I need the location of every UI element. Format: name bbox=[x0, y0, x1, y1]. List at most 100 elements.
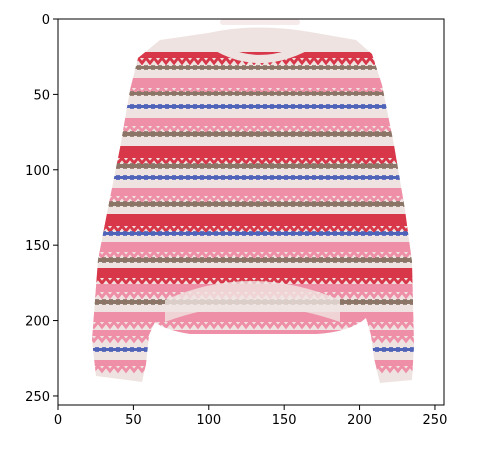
knit-dot bbox=[186, 91, 190, 96]
knit-dot bbox=[368, 91, 372, 96]
knit-dot bbox=[207, 231, 211, 236]
knit-dot bbox=[228, 104, 232, 109]
knit-dot bbox=[389, 163, 393, 169]
knit-dot bbox=[249, 163, 253, 169]
knit-dot bbox=[319, 231, 323, 236]
knit-dot bbox=[347, 65, 351, 70]
knit-dot bbox=[249, 201, 253, 207]
knit-dot bbox=[207, 104, 211, 109]
knit-dot bbox=[312, 163, 316, 169]
knit-dot bbox=[214, 131, 218, 137]
knit-dot bbox=[179, 201, 183, 207]
knit-dot bbox=[186, 201, 190, 207]
knit-dot bbox=[403, 347, 407, 352]
knit-stripe bbox=[92, 330, 414, 336]
knit-dot bbox=[333, 175, 337, 180]
knit-dot bbox=[109, 299, 113, 305]
knit-dot bbox=[403, 231, 407, 236]
knit-dot bbox=[158, 65, 162, 70]
knit-dot bbox=[242, 163, 246, 169]
knit-dot bbox=[333, 201, 337, 207]
knit-dot bbox=[137, 299, 141, 305]
knit-dot bbox=[284, 257, 288, 263]
x-axis: 0 50 100 150 200 250 bbox=[54, 405, 448, 428]
knit-dot bbox=[389, 257, 393, 263]
knit-zigzag bbox=[92, 319, 414, 330]
knit-dot bbox=[116, 231, 120, 236]
knit-dot bbox=[263, 131, 267, 137]
knit-dot bbox=[298, 91, 302, 96]
knit-dot bbox=[270, 131, 274, 137]
knit-dot bbox=[179, 163, 183, 169]
knit-dot bbox=[347, 163, 351, 169]
knit-dot bbox=[179, 231, 183, 236]
knit-dot bbox=[319, 131, 323, 137]
knit-dot bbox=[333, 104, 337, 109]
knit-dot bbox=[137, 91, 141, 96]
knit-dot bbox=[354, 65, 358, 70]
knit-dot bbox=[305, 104, 309, 109]
knit-dot bbox=[396, 347, 400, 352]
knit-dot bbox=[382, 231, 386, 236]
knit-dot bbox=[368, 201, 372, 207]
x-tick-label: 250 bbox=[423, 413, 448, 428]
knit-dot bbox=[200, 163, 204, 169]
knit-dot bbox=[144, 175, 148, 180]
knit-dot bbox=[375, 104, 379, 109]
knit-dot bbox=[193, 131, 197, 137]
knit-dot bbox=[298, 231, 302, 236]
knit-dot bbox=[291, 104, 295, 109]
knit-dot bbox=[172, 231, 176, 236]
knit-dot bbox=[207, 65, 211, 70]
knit-dot bbox=[235, 104, 239, 109]
knit-dot bbox=[172, 131, 176, 137]
knit-dot bbox=[263, 231, 267, 236]
knit-dot bbox=[361, 65, 365, 70]
knit-zigzag bbox=[92, 223, 414, 234]
knit-dot bbox=[172, 65, 176, 70]
knit-dot bbox=[130, 231, 134, 236]
knit-dot bbox=[396, 299, 400, 305]
knit-dot bbox=[137, 131, 141, 137]
knit-dot bbox=[284, 175, 288, 180]
knit-dot bbox=[270, 65, 274, 70]
knit-dot bbox=[375, 175, 379, 180]
knit-dot bbox=[277, 104, 281, 109]
knit-dot bbox=[214, 65, 218, 70]
knit-dot bbox=[326, 175, 330, 180]
knit-dot bbox=[368, 104, 372, 109]
knit-dot bbox=[130, 257, 134, 263]
knit-dot bbox=[186, 131, 190, 137]
knit-zigzag bbox=[92, 249, 414, 260]
knit-dot bbox=[368, 65, 372, 70]
knit-dot bbox=[305, 201, 309, 207]
knit-dot bbox=[277, 131, 281, 137]
knit-dot bbox=[130, 131, 134, 137]
knit-dot bbox=[179, 104, 183, 109]
knit-dot bbox=[137, 257, 141, 263]
knit-dot bbox=[242, 231, 246, 236]
knit-dot bbox=[242, 131, 246, 137]
knit-dot bbox=[263, 65, 267, 70]
knit-dot bbox=[270, 201, 274, 207]
y-tick-label: 0 bbox=[42, 13, 50, 28]
knit-dot bbox=[186, 231, 190, 236]
hanger-shadow bbox=[220, 19, 300, 25]
knit-dot bbox=[228, 175, 232, 180]
knit-dot bbox=[130, 201, 134, 207]
knit-dot bbox=[200, 175, 204, 180]
knit-dot bbox=[172, 257, 176, 263]
image-frame bbox=[57, 18, 445, 406]
knit-dot bbox=[165, 65, 169, 70]
knit-dot bbox=[389, 201, 393, 207]
knit-dot bbox=[361, 91, 365, 96]
knit-dot bbox=[137, 163, 141, 169]
knit-dot bbox=[193, 163, 197, 169]
knit-dot bbox=[109, 257, 113, 263]
knit-dot bbox=[361, 231, 365, 236]
knit-dot bbox=[368, 163, 372, 169]
knit-dot bbox=[368, 257, 372, 263]
knit-dot bbox=[151, 299, 155, 305]
knit-dot bbox=[207, 131, 211, 137]
